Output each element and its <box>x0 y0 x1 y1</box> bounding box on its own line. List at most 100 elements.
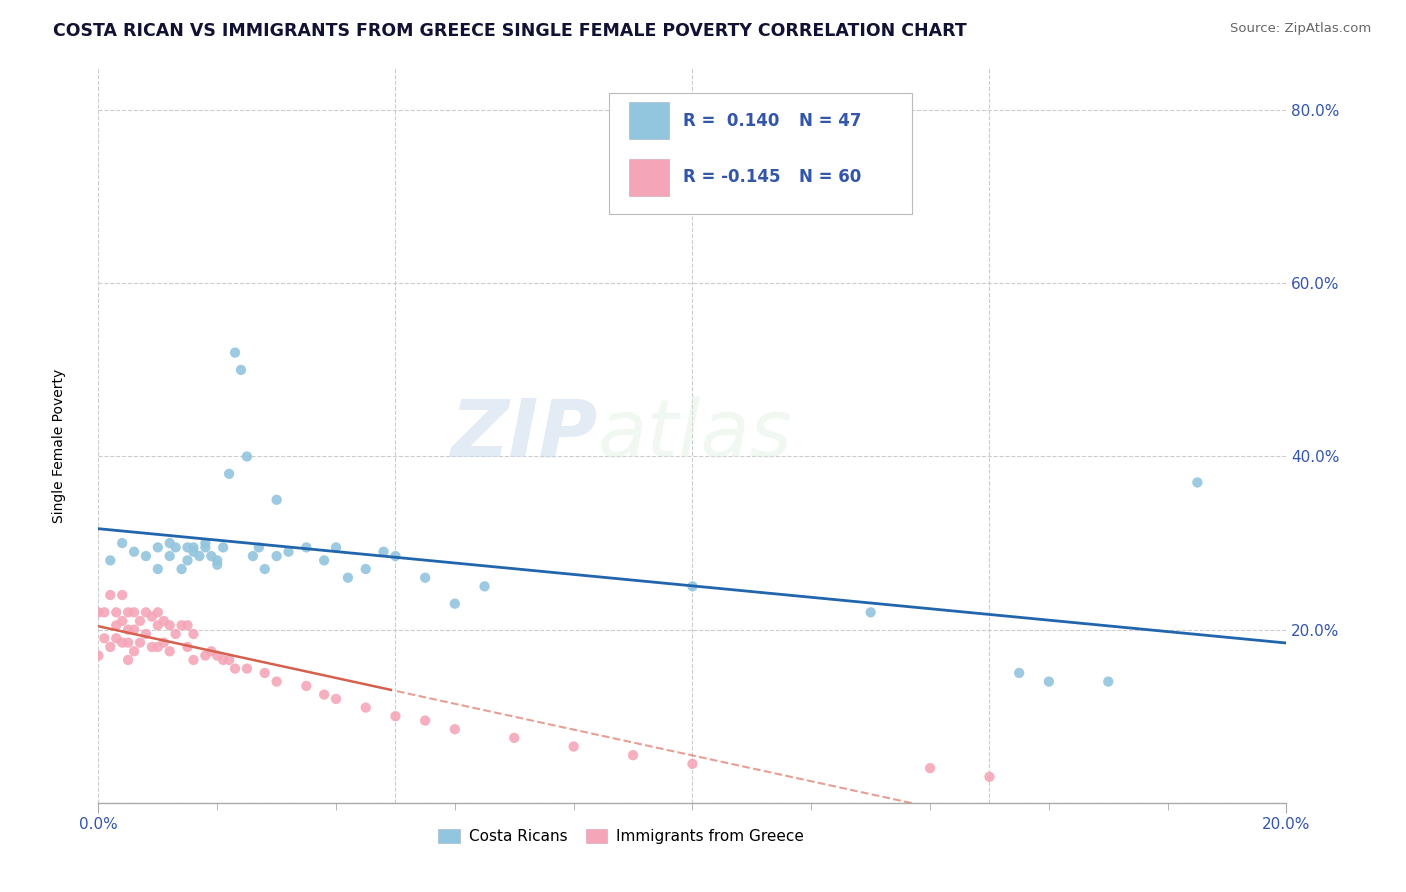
Point <box>979 770 1001 784</box>
Point <box>277 545 299 559</box>
Point <box>146 562 169 576</box>
Point <box>325 541 347 555</box>
Point <box>122 545 145 559</box>
Point <box>218 467 240 481</box>
Point <box>224 345 246 359</box>
Text: R = -0.145: R = -0.145 <box>683 169 780 186</box>
FancyBboxPatch shape <box>630 103 669 139</box>
Point <box>218 653 240 667</box>
Point <box>314 688 336 702</box>
Point <box>176 640 198 654</box>
Point <box>295 679 318 693</box>
Point <box>212 653 235 667</box>
Point <box>93 632 115 646</box>
Point <box>325 692 347 706</box>
Point <box>253 562 276 576</box>
Point <box>1187 475 1209 490</box>
Text: Source: ZipAtlas.com: Source: ZipAtlas.com <box>1230 22 1371 36</box>
Point <box>183 541 205 555</box>
Point <box>87 648 110 663</box>
Point <box>336 571 359 585</box>
Point <box>129 635 152 649</box>
Point <box>354 700 377 714</box>
Point <box>266 492 288 507</box>
Point <box>205 558 228 572</box>
Point <box>242 549 264 563</box>
Point <box>681 756 703 771</box>
Point <box>384 709 406 723</box>
Point <box>129 614 152 628</box>
Point <box>920 761 942 775</box>
Point <box>146 605 169 619</box>
Point <box>200 644 222 658</box>
Point <box>105 618 128 632</box>
Point <box>413 571 436 585</box>
Point <box>859 605 882 619</box>
Point <box>98 553 121 567</box>
Point <box>122 605 145 619</box>
Text: N = 47: N = 47 <box>800 112 862 129</box>
Text: Single Female Poverty: Single Female Poverty <box>52 369 66 523</box>
Point <box>1097 674 1119 689</box>
Point <box>117 653 139 667</box>
Point <box>443 597 465 611</box>
Point <box>183 545 205 559</box>
Point <box>105 632 128 646</box>
Text: ZIP: ZIP <box>450 396 598 474</box>
Point <box>87 605 110 619</box>
Point <box>194 541 217 555</box>
Point <box>183 627 205 641</box>
Point <box>159 644 181 658</box>
Point <box>1008 665 1031 680</box>
Point <box>135 605 157 619</box>
Point <box>170 618 193 632</box>
Point <box>165 541 187 555</box>
Point <box>111 536 134 550</box>
Point <box>135 627 157 641</box>
Point <box>354 562 377 576</box>
Point <box>443 723 465 737</box>
Point <box>314 553 336 567</box>
FancyBboxPatch shape <box>609 93 912 214</box>
Point <box>205 553 228 567</box>
Point <box>1038 674 1060 689</box>
Point <box>224 662 246 676</box>
Point <box>111 635 134 649</box>
Point <box>98 640 121 654</box>
Point <box>212 541 235 555</box>
Point <box>146 541 169 555</box>
Point <box>194 648 217 663</box>
Point <box>253 665 276 680</box>
Point <box>111 588 134 602</box>
Point <box>159 618 181 632</box>
Point <box>373 545 395 559</box>
Point <box>384 549 406 563</box>
Point <box>135 549 157 563</box>
Point <box>122 623 145 637</box>
Point <box>111 614 134 628</box>
Text: atlas: atlas <box>598 396 792 474</box>
Text: N = 60: N = 60 <box>800 169 862 186</box>
Point <box>236 450 259 464</box>
Point <box>176 553 198 567</box>
Point <box>474 579 496 593</box>
Point <box>117 605 139 619</box>
Text: COSTA RICAN VS IMMIGRANTS FROM GREECE SINGLE FEMALE POVERTY CORRELATION CHART: COSTA RICAN VS IMMIGRANTS FROM GREECE SI… <box>53 22 967 40</box>
Point <box>176 618 198 632</box>
Point <box>170 562 193 576</box>
Point <box>117 635 139 649</box>
Point <box>266 549 288 563</box>
Point <box>236 662 259 676</box>
Point <box>183 653 205 667</box>
Point <box>141 640 163 654</box>
Point <box>188 549 211 563</box>
Point <box>413 714 436 728</box>
Point <box>229 363 252 377</box>
Point <box>503 731 526 745</box>
Point <box>122 644 145 658</box>
Point <box>146 618 169 632</box>
Point <box>621 748 644 763</box>
Point <box>105 605 128 619</box>
Point <box>165 627 187 641</box>
Legend: Costa Ricans, Immigrants from Greece: Costa Ricans, Immigrants from Greece <box>432 822 810 850</box>
